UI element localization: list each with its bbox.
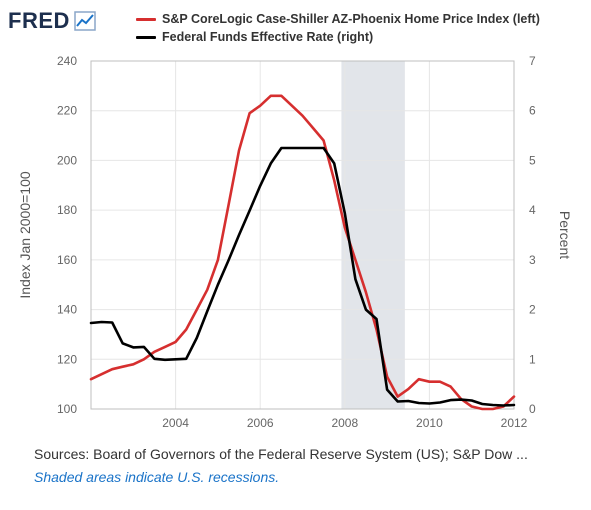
- y-right-tick-label: 6: [529, 104, 536, 118]
- y-left-tick-label: 140: [57, 303, 77, 317]
- legend-label: Federal Funds Effective Rate (right): [162, 30, 374, 44]
- chart-header: FRED S&P CoreLogic Case-Shiller AZ-Phoen…: [8, 8, 583, 44]
- y-right-tick-label: 7: [529, 54, 536, 68]
- y-left-tick-label: 100: [57, 402, 77, 416]
- y-left-tick-label: 120: [57, 352, 77, 366]
- chart-footer: Sources: Board of Governors of the Feder…: [34, 446, 584, 485]
- legend-swatch: [136, 17, 156, 21]
- y-left-axis-title: Index Jan 2000=100: [17, 171, 33, 298]
- x-tick-label: 2012: [501, 416, 528, 430]
- y-right-tick-label: 1: [529, 352, 536, 366]
- y-left-tick-label: 240: [57, 54, 77, 68]
- legend-item[interactable]: Federal Funds Effective Rate (right): [136, 28, 540, 46]
- x-tick-label: 2006: [247, 416, 274, 430]
- series-line-home-price-index: [89, 94, 516, 411]
- y-right-tick-label: 3: [529, 253, 536, 267]
- y-left-tick-label: 180: [57, 203, 77, 217]
- y-left-tick-label: 160: [57, 253, 77, 267]
- fred-logo-text: FRED: [8, 8, 70, 33]
- legend-item[interactable]: S&P CoreLogic Case-Shiller AZ-Phoenix Ho…: [136, 10, 540, 28]
- y-right-axis-title: Percent: [557, 211, 573, 259]
- y-right-tick-label: 0: [529, 402, 536, 416]
- chart-legend: S&P CoreLogic Case-Shiller AZ-Phoenix Ho…: [136, 10, 540, 46]
- y-left-tick-label: 220: [57, 104, 77, 118]
- x-tick-label: 2010: [416, 416, 443, 430]
- y-left-tick-label: 200: [57, 153, 77, 167]
- series-line-fed-funds-rate: [89, 146, 516, 407]
- plot-frame: [90, 60, 515, 410]
- sources-text: Sources: Board of Governors of the Feder…: [34, 446, 528, 462]
- legend-label: S&P CoreLogic Case-Shiller AZ-Phoenix Ho…: [162, 12, 540, 26]
- chart-area: 100 120 140 160 180 200 220 240 0 1 2 3 4 5 6 7 2004 2006…: [17, 54, 573, 430]
- x-tick-label: 2008: [331, 416, 358, 430]
- recession-shade: [341, 61, 405, 409]
- x-tick-label: 2004: [162, 416, 189, 430]
- y-right-tick-label: 5: [529, 153, 536, 167]
- legend-swatch: [136, 35, 156, 39]
- y-right-tick-label: 4: [529, 203, 536, 217]
- fred-logo[interactable]: FRED: [8, 8, 96, 34]
- chart-line-icon: [74, 11, 96, 31]
- recessions-note[interactable]: Shaded areas indicate U.S. recessions.: [34, 469, 280, 485]
- y-right-tick-label: 2: [529, 303, 536, 317]
